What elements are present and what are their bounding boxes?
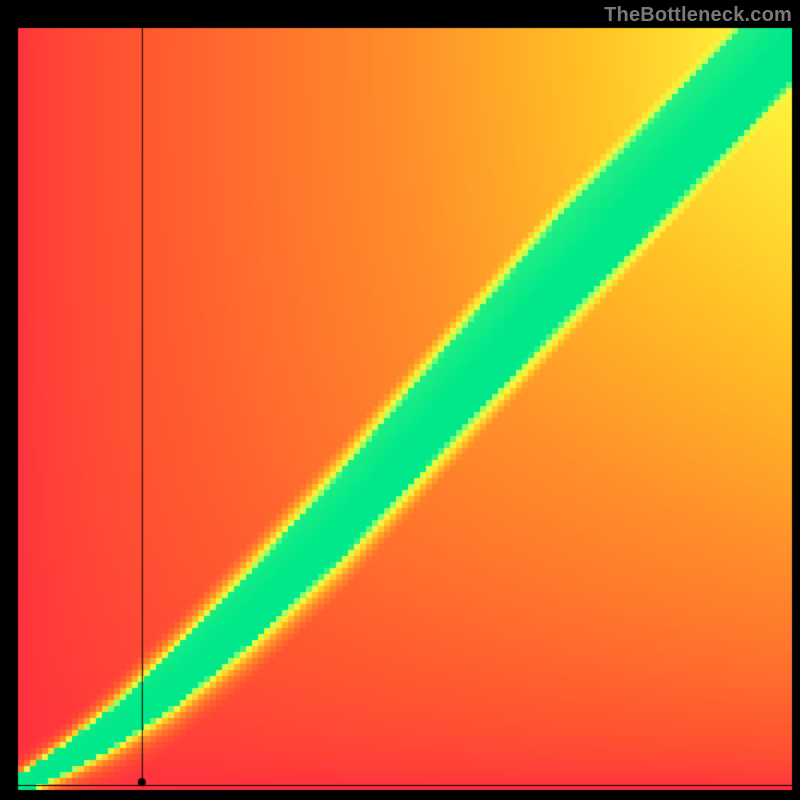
heatmap-chart	[0, 0, 800, 800]
heatmap-canvas	[0, 0, 800, 800]
watermark-text: TheBottleneck.com	[604, 4, 792, 27]
